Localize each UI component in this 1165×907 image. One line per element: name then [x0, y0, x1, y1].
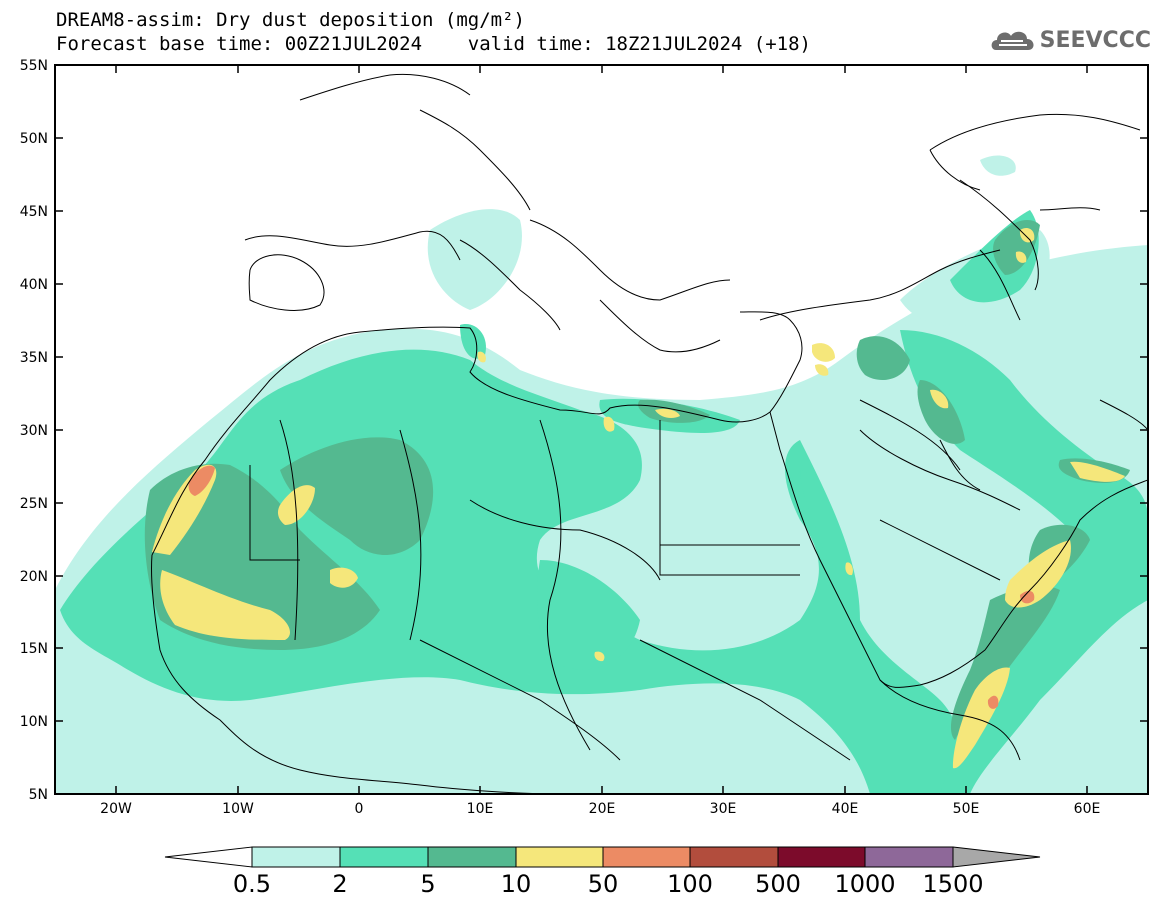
lat-label: 45N: [20, 204, 48, 220]
seevccc-logo: SEEVCCC: [990, 26, 1151, 54]
colorbar-swatch: [427, 846, 517, 868]
colorbar-right-arrow: [952, 846, 1041, 868]
colorbar-label: 100: [667, 870, 713, 898]
colorbar-labels: 0.5 2 5 10 50 100 500 1000 1500: [233, 870, 984, 898]
axis-ticks: [55, 64, 1148, 795]
colorbar-swatch: [777, 846, 866, 868]
lat-label: 5N: [29, 787, 48, 803]
colorbar-label: 50: [588, 870, 619, 898]
colorbar-swatch: [515, 846, 604, 868]
colorbar-swatch: [689, 846, 779, 868]
logo-text: SEEVCCC: [1039, 27, 1151, 53]
colorbar-label: 2: [332, 870, 347, 898]
dust-level-50: [188, 465, 1035, 709]
lat-label: 30N: [20, 423, 48, 439]
colorbar-label: 1000: [834, 870, 895, 898]
lon-label: 40E: [832, 801, 859, 817]
colorbar-label: 500: [755, 870, 801, 898]
map-title: DREAM8-assim: Dry dust deposition (mg/m²…: [56, 9, 525, 31]
coastlines: [151, 73, 1148, 794]
colorbar-swatch: [251, 846, 341, 868]
lon-label: 60E: [1074, 801, 1101, 817]
lon-label: 50E: [953, 801, 980, 817]
colorbar-swatch: [339, 846, 429, 868]
lon-label: 0: [355, 801, 364, 817]
lat-label: 40N: [20, 277, 48, 293]
longitude-labels: 20W 10W 0 10E 20E 30E 40E 50E 60E: [100, 801, 1100, 817]
dust-field: [55, 155, 1148, 794]
lat-label: 55N: [20, 58, 48, 74]
lat-label: 50N: [20, 131, 48, 147]
lon-label: 10W: [222, 801, 254, 817]
colorbar: 0.5 2 5 10 50 100 500 1000 1500: [164, 846, 1041, 898]
lat-label: 25N: [20, 496, 48, 512]
lat-label: 20N: [20, 569, 48, 585]
lon-label: 20W: [100, 801, 132, 817]
lat-label: 35N: [20, 350, 48, 366]
lon-label: 30E: [710, 801, 737, 817]
forecast-time-label: Forecast base time: 00Z21JUL2024 valid t…: [56, 33, 811, 55]
lat-label: 15N: [20, 641, 48, 657]
colorbar-swatch: [864, 846, 954, 868]
colorbar-label: 1500: [922, 870, 983, 898]
dust-level-10: [152, 228, 1125, 769]
colorbar-label: 10: [501, 870, 532, 898]
colorbar-swatch: [602, 846, 691, 868]
colorbar-label: 0.5: [233, 870, 271, 898]
colorbar-label: 5: [420, 870, 435, 898]
colorbar-swatches: [251, 846, 954, 868]
lat-label: 10N: [20, 714, 48, 730]
lon-label: 20E: [589, 801, 616, 817]
latitude-labels: 55N 50N 45N 40N 35N 30N 25N 20N 15N 10N …: [20, 58, 48, 803]
colorbar-left-arrow: [164, 846, 253, 868]
lon-label: 10E: [467, 801, 494, 817]
cloud-icon: [991, 31, 1034, 50]
